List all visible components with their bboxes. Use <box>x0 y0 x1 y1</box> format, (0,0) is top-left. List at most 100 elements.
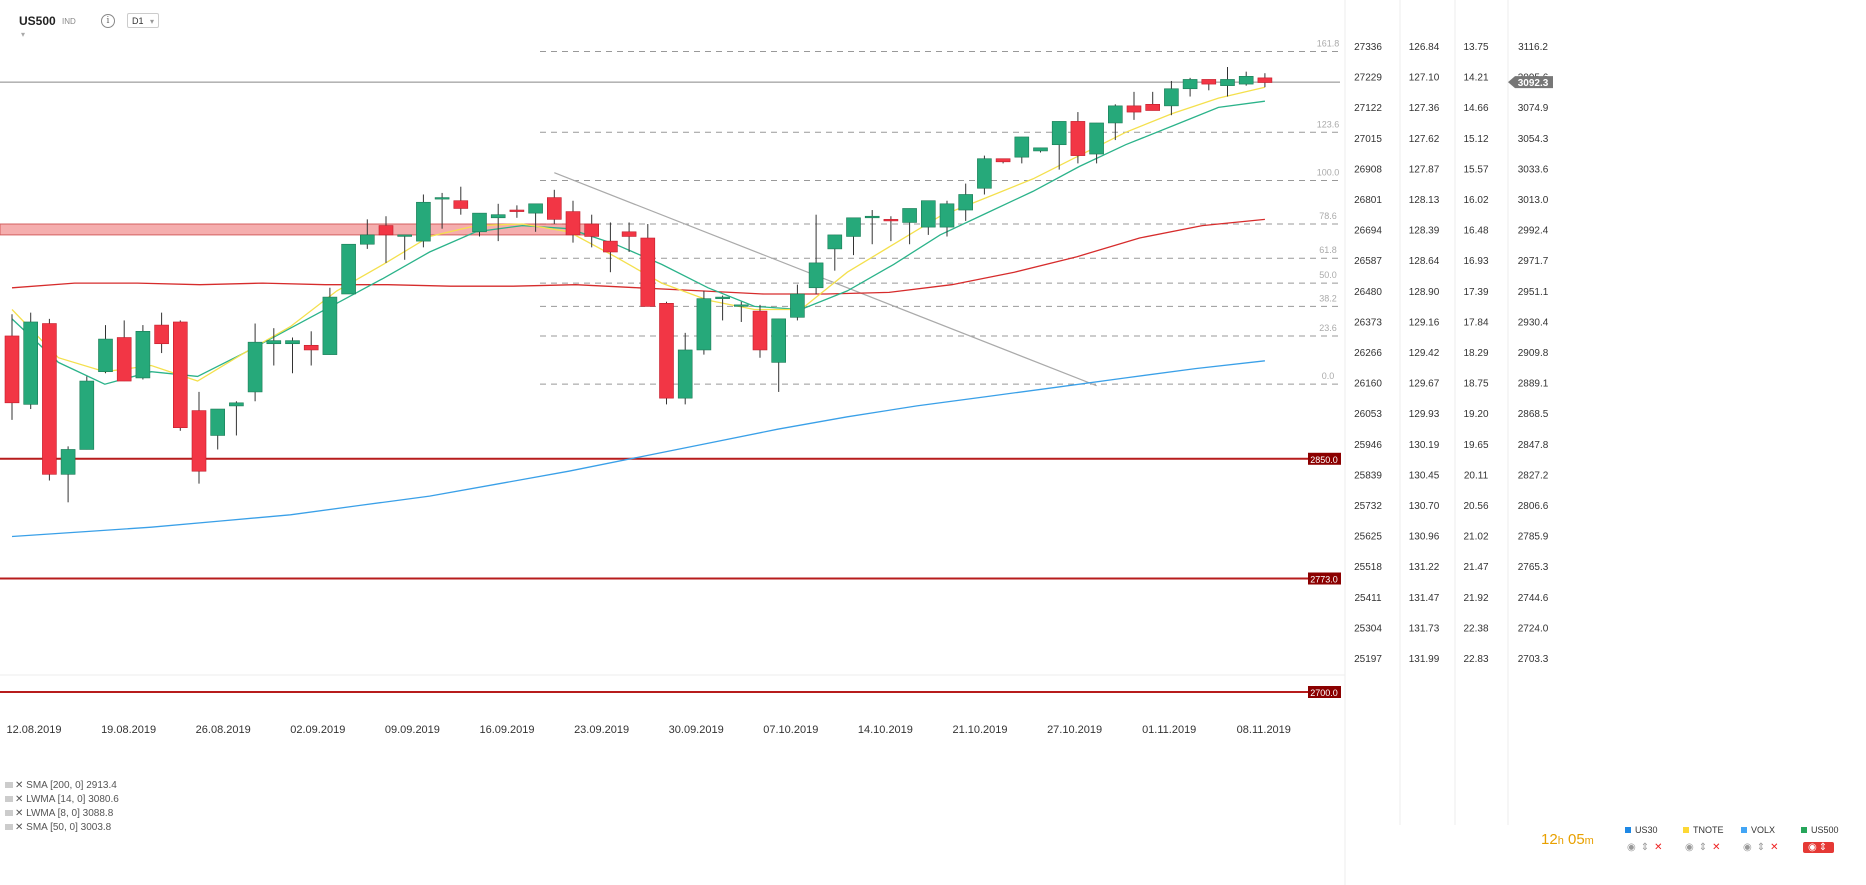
symbol-tab-tnote[interactable]: TNOTE ◉⇕✕ <box>1683 825 1726 853</box>
scale-label: 26908 <box>1354 164 1382 175</box>
visibility-icon[interactable] <box>5 782 13 788</box>
scale-label: 129.67 <box>1409 379 1440 390</box>
scale-label: 2806.6 <box>1518 501 1549 512</box>
candle-body <box>883 219 899 222</box>
scale-label: 3054.3 <box>1518 134 1549 145</box>
candle-body <box>939 203 955 228</box>
legend-item[interactable]: ✕ LWMA [14, 0] 3080.6 <box>5 793 119 807</box>
scale-label: 27336 <box>1354 42 1382 53</box>
scale-label: 20.11 <box>1464 470 1489 481</box>
x-axis-label: 27.10.2019 <box>1047 724 1102 736</box>
candle-body <box>1182 79 1198 90</box>
visibility-icon[interactable] <box>5 796 13 802</box>
scale-label: 3116.2 <box>1518 42 1548 53</box>
candle-body <box>902 208 917 223</box>
scale-label: 129.42 <box>1409 348 1440 359</box>
candle-body <box>378 225 394 236</box>
scale-label: 15.12 <box>1463 134 1488 145</box>
legend-item[interactable]: ✕ SMA [200, 0] 2913.4 <box>5 779 119 793</box>
candle-body <box>1070 121 1086 156</box>
symbol-name[interactable]: US500 <box>19 14 56 28</box>
symbol-tab-us30[interactable]: US30 ◉⇕✕ <box>1625 825 1668 853</box>
symbol-dropdown-icon[interactable]: ▾ <box>21 30 26 39</box>
scale-label: 127.36 <box>1409 103 1440 114</box>
candle-body <box>715 296 730 299</box>
candle-body <box>191 410 207 472</box>
visibility-icon[interactable] <box>5 824 13 830</box>
x-axis-label: 02.09.2019 <box>290 724 345 736</box>
fib-label: 50.0 <box>1319 270 1337 280</box>
fib-label: 123.6 <box>1317 119 1340 129</box>
candle-body <box>920 200 936 228</box>
tab-controls[interactable]: ◉⇕✕ <box>1743 842 1784 853</box>
scale-label: 14.66 <box>1463 103 1488 114</box>
tab-controls[interactable]: ◉⇕✕ <box>1627 842 1668 853</box>
color-swatch <box>1625 827 1631 833</box>
symbol-tab-volx[interactable]: VOLX ◉⇕✕ <box>1741 825 1784 853</box>
timeframe-select[interactable]: D1 ▾ <box>127 13 159 28</box>
scale-label: 21.92 <box>1463 593 1488 604</box>
symbol-tab-us500[interactable]: US500 ◉⇕ <box>1801 825 1861 853</box>
chevron-down-icon: ▾ <box>149 17 154 26</box>
candle-body <box>546 197 562 220</box>
timeframe-value: D1 <box>132 16 144 26</box>
scale-label: 2868.5 <box>1518 409 1549 420</box>
fib-label: 0.0 <box>1322 371 1335 381</box>
scale-label: 22.38 <box>1463 623 1488 634</box>
candle-body <box>266 340 282 345</box>
scale-label: 3074.9 <box>1518 103 1549 114</box>
candle-body <box>341 243 356 295</box>
candle-body <box>752 310 768 351</box>
scale-label: 2951.1 <box>1518 287 1549 298</box>
candle-body <box>790 293 805 318</box>
tab-controls[interactable]: ◉⇕ <box>1803 842 1835 853</box>
scale-label: 17.84 <box>1463 317 1488 328</box>
level-tag <box>1308 572 1341 585</box>
x-axis-label: 16.09.2019 <box>479 724 534 736</box>
candle-body <box>584 223 600 237</box>
scale-label: 128.90 <box>1409 287 1440 298</box>
legend-item[interactable]: ✕ SMA [50, 0] 3003.8 <box>5 821 119 835</box>
scale-label: 128.13 <box>1409 195 1440 206</box>
scale-label: 130.70 <box>1409 501 1440 512</box>
scale-label: 128.64 <box>1409 256 1440 267</box>
x-axis-label: 26.08.2019 <box>196 724 251 736</box>
scale-label: 130.45 <box>1409 470 1440 481</box>
scale-label: 18.75 <box>1463 379 1488 390</box>
tab-controls[interactable]: ◉⇕✕ <box>1685 842 1726 853</box>
chart-header: US500 IND ▾ i D1 ▾ <box>0 0 1866 40</box>
sma200-line <box>11 360 1265 538</box>
scale-label: 27122 <box>1354 103 1382 114</box>
scale-label: 26480 <box>1354 287 1382 298</box>
resistance-zone <box>0 223 598 236</box>
candle-body <box>659 303 674 399</box>
legend-item[interactable]: ✕ LWMA [8, 0] 3088.8 <box>5 807 119 821</box>
visibility-icon[interactable] <box>5 810 13 816</box>
scale-label: 2930.4 <box>1518 317 1549 328</box>
x-axis-label: 21.10.2019 <box>952 724 1007 736</box>
candle-body <box>1238 76 1254 85</box>
scale-label: 2724.0 <box>1518 623 1549 634</box>
fib-label: 38.2 <box>1319 293 1337 303</box>
info-icon[interactable]: i <box>101 14 115 28</box>
candle-body <box>434 197 450 200</box>
scale-label: 16.48 <box>1463 226 1488 237</box>
candle-body <box>808 262 824 289</box>
scale-label: 27015 <box>1354 134 1382 145</box>
level-label: 2700.0 <box>1310 688 1338 698</box>
scale-label: 18.29 <box>1463 348 1488 359</box>
x-axis-label: 19.08.2019 <box>101 724 156 736</box>
scale-label: 14.21 <box>1463 73 1488 84</box>
candle-body <box>977 158 992 189</box>
scale-label: 127.87 <box>1409 164 1440 175</box>
scale-label: 26373 <box>1354 317 1382 328</box>
candle-body <box>210 408 225 436</box>
scale-label: 2703.3 <box>1518 654 1549 665</box>
candle-body <box>1089 122 1104 155</box>
scale-label: 19.65 <box>1463 440 1488 451</box>
scale-label: 26160 <box>1354 379 1382 390</box>
fib-label: 100.0 <box>1317 167 1340 177</box>
scale-label: 131.22 <box>1409 562 1440 573</box>
candle-body <box>247 341 263 393</box>
